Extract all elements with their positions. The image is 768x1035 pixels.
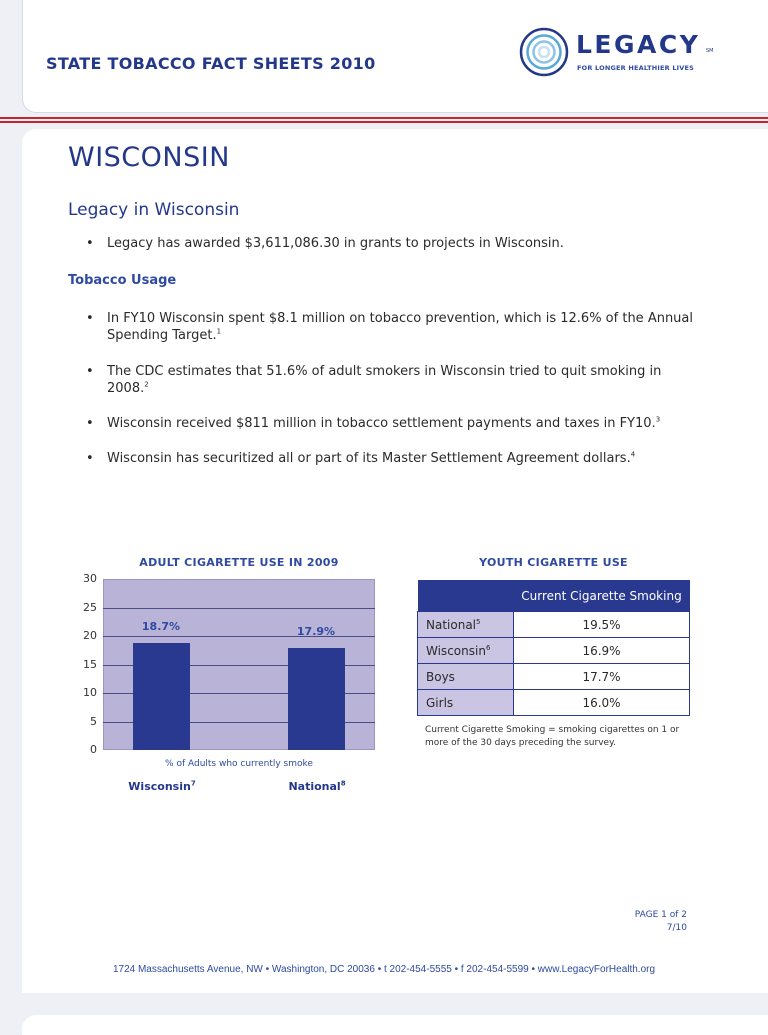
y-tick-label: 20 (83, 629, 97, 642)
legacy-circle-icon (519, 27, 569, 77)
red-rule-top (0, 117, 768, 119)
next-page-card (22, 1015, 768, 1035)
table-row: Girls 16.0% (417, 689, 690, 716)
x-axis-caption: % of Adults who currently smoke (165, 759, 313, 769)
bullet-dot: • (86, 311, 94, 326)
row-value: 16.9% (513, 637, 690, 664)
bullet-dot: • (86, 236, 94, 251)
row-label: National5 (417, 611, 514, 638)
category-text: National (288, 780, 341, 793)
bar-value-label: 18.7% (141, 620, 181, 634)
usage-bullet-text: The CDC estimates that 51.6% of adult sm… (107, 364, 662, 396)
y-tick-label: 0 (90, 743, 97, 756)
bullet-dot: • (86, 451, 94, 466)
table-row: Wisconsin6 16.9% (417, 637, 690, 664)
logo-wordmark: LEGACY (576, 30, 701, 59)
row-label-text: Wisconsin (426, 643, 486, 658)
footnote-ref: 1 (216, 327, 222, 336)
bullet-dot: • (86, 364, 94, 379)
category-text: Wisconsin (128, 780, 191, 793)
footnote-ref: 2 (144, 380, 149, 389)
y-tick-label: 5 (90, 714, 97, 728)
y-tick-label: 10 (83, 686, 97, 699)
row-label: Boys (417, 663, 514, 690)
main-card (22, 129, 768, 993)
legacy-logo[interactable]: LEGACY SM FOR LONGER HEALTHIER LIVES (518, 26, 718, 80)
section-title-usage: Tobacco Usage (68, 273, 177, 288)
row-value: 16.0% (513, 689, 690, 716)
row-label-text: Boys (426, 669, 455, 684)
legacy-bullet-text: Legacy has awarded $3,611,086.30 in gran… (107, 236, 564, 251)
footnote-ref: 8 (340, 779, 346, 788)
page-date: 7/10 (666, 923, 687, 933)
y-tick-label: 15 (83, 657, 97, 671)
table-row: Boys 17.7% (417, 663, 690, 690)
table-header-blank (417, 580, 514, 612)
section-title-legacy: Legacy in Wisconsin (68, 200, 240, 220)
logo-tagline: FOR LONGER HEALTHIER LIVES (577, 64, 695, 72)
table-column-header: Current Cigarette Smoking (513, 580, 690, 612)
row-label-text: National (426, 617, 477, 632)
bar-wisconsin (132, 643, 190, 750)
y-tick-label: 25 (83, 600, 97, 614)
gridline (103, 607, 375, 609)
youth-table: Current Cigarette Smoking National5 19.5… (417, 580, 690, 716)
gridline (103, 636, 375, 637)
youth-table-title: YOUTH CIGARETTE USE (479, 556, 628, 569)
gridline (103, 664, 375, 666)
header-title: STATE TOBACCO FACT SHEETS 2010 (46, 54, 376, 73)
state-title: WISCONSIN (68, 142, 230, 173)
footer-address[interactable]: 1724 Massachusetts Avenue, NW • Washingt… (112, 964, 656, 975)
bar-national (287, 647, 345, 750)
table-header-row: Current Cigarette Smoking (417, 580, 690, 612)
red-rule-bottom (0, 121, 768, 123)
logo-trademark: SM (706, 48, 714, 54)
footnote-ref: 7 (190, 779, 196, 788)
table-note: Current Cigarette Smoking = smoking ciga… (425, 725, 680, 748)
usage-bullet-text: Wisconsin has securitized all or part of… (107, 451, 631, 466)
header-card (22, 0, 768, 113)
usage-bullet-text: Wisconsin received $811 million in tobac… (107, 416, 656, 431)
row-label: Wisconsin6 (417, 637, 514, 664)
y-tick-label: 30 (83, 572, 97, 585)
category-label-wisconsin: Wisconsin7 (107, 780, 217, 793)
row-value: 19.5% (513, 611, 690, 638)
footnote-ref: 5 (476, 617, 481, 626)
footnote-ref: 4 (630, 450, 636, 459)
gridline (103, 721, 375, 723)
chart-title: ADULT CIGARETTE USE IN 2009 (139, 556, 339, 569)
row-label: Girls (417, 689, 514, 716)
page-number: PAGE 1 of 2 7/10 (635, 909, 687, 935)
row-value: 17.7% (513, 663, 690, 690)
category-label-national: National8 (262, 780, 372, 793)
footnote-ref: 3 (655, 415, 661, 424)
footnote-ref: 6 (485, 643, 491, 652)
usage-bullet-text: In FY10 Wisconsin spent $8.1 million on … (107, 311, 694, 343)
page-label: PAGE 1 of 2 (634, 910, 687, 920)
row-label-text: Girls (426, 695, 454, 710)
gridline (103, 693, 375, 694)
table-row: National5 19.5% (417, 611, 690, 638)
bar-value-label: 17.9% (296, 624, 336, 638)
bullet-dot: • (86, 416, 94, 431)
